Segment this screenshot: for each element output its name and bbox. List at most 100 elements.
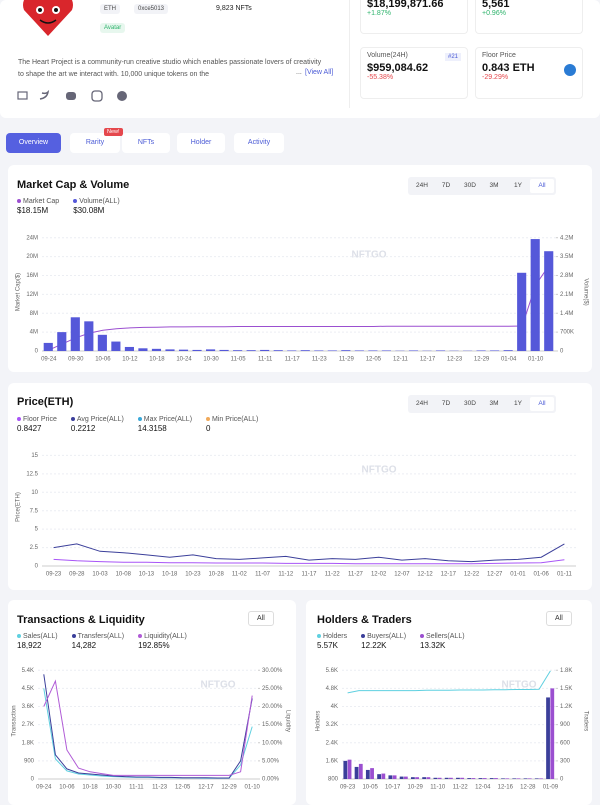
stat-change: +1.87%: [367, 10, 461, 17]
x-tick-label: 11-10: [430, 785, 446, 791]
tick-label: 1.4M: [560, 311, 573, 317]
tick-label: 600: [560, 740, 571, 746]
x-tick-label: 10-29: [408, 785, 424, 791]
y-axis-title: Transaction: [12, 705, 18, 736]
x-tick-label: 12-17: [441, 572, 457, 578]
contract[interactable]: 0xce5013: [134, 4, 168, 14]
bar: [370, 768, 374, 779]
range-button[interactable]: 7D: [434, 179, 458, 193]
range-button[interactable]: 7D: [434, 397, 458, 411]
filter-dropdown[interactable]: All: [248, 611, 274, 626]
x-tick-label: 10-23: [185, 572, 201, 578]
legend-item: Avg Price(ALL)0.2212: [71, 416, 124, 433]
bar: [388, 775, 392, 779]
tick-label: 1.2K: [560, 704, 572, 710]
stat-card: Floor Price 0.843 ETH -29.29%: [475, 47, 583, 99]
tick-label: 1.8K: [560, 668, 572, 674]
stat-change: +0.96%: [482, 10, 576, 17]
tab[interactable]: Overview: [6, 133, 61, 153]
legend-dot: [17, 417, 21, 421]
tab[interactable]: Activity: [234, 133, 284, 153]
range-button[interactable]: 3M: [482, 179, 506, 193]
x-tick-label: 10-30: [203, 357, 219, 363]
bar: [472, 778, 476, 779]
x-tick-label: 10-18: [82, 785, 98, 791]
bar: [494, 778, 498, 779]
legend-value: 14,282: [72, 641, 124, 650]
range-button[interactable]: 24H: [410, 397, 434, 411]
range-button[interactable]: 24H: [410, 179, 434, 193]
legend-item: Buyers(ALL)12.22K: [361, 633, 406, 650]
chart-icon[interactable]: [564, 64, 576, 76]
stat-card: Volume(24H) #21 $959,084.62 -55.38%: [360, 47, 468, 99]
bar: [192, 350, 201, 351]
tick-label: 0: [35, 564, 39, 570]
bar: [426, 777, 430, 779]
x-tick-label: 10-13: [139, 572, 155, 578]
y2-axis-title: Liquidity: [284, 710, 290, 732]
stat-value: 5,561: [482, 0, 576, 10]
tab[interactable]: NFTs: [122, 133, 170, 153]
tick-label: 5.00%: [262, 758, 280, 764]
tab[interactable]: Rarity: [70, 133, 120, 153]
x-tick-label: 01-06: [533, 572, 549, 578]
range-button[interactable]: 30D: [458, 179, 482, 193]
tick-label: 2.1M: [560, 292, 573, 298]
bar: [355, 767, 359, 779]
x-tick-label: 12-23: [447, 357, 463, 363]
x-tick-label: 12-12: [417, 572, 433, 578]
tab[interactable]: Holder: [177, 133, 225, 153]
bar: [125, 347, 134, 351]
y2-axis-title: Volume($): [582, 278, 588, 305]
legend-label: Market Cap: [23, 198, 59, 205]
bar: [404, 777, 408, 779]
tick-label: 15.00%: [262, 722, 283, 728]
view-all[interactable]: [View All]: [305, 69, 333, 76]
x-tick-label: 10-05: [362, 785, 378, 791]
x-tick-label: 09-28: [69, 572, 85, 578]
bar: [152, 349, 161, 351]
range-button[interactable]: 30D: [458, 397, 482, 411]
legend-value: 13.32K: [420, 641, 465, 650]
x-tick-label: 12-17: [420, 357, 436, 363]
range-button[interactable]: 1Y: [506, 179, 530, 193]
filter-dropdown[interactable]: All: [546, 611, 572, 626]
bar: [355, 350, 364, 351]
tick-label: 0: [35, 349, 39, 355]
bar: [381, 774, 385, 779]
x-tick-label: 12-07: [394, 572, 410, 578]
x-tick-label: 10-18: [149, 357, 165, 363]
tick-label: 3.6K: [22, 704, 34, 710]
range-button[interactable]: 3M: [482, 397, 506, 411]
tick-label: 700K: [560, 330, 574, 336]
tick-label: 0.00%: [262, 777, 280, 783]
x-tick-label: 11-29: [339, 357, 355, 363]
watermark: NFTGO: [201, 680, 236, 691]
range-button[interactable]: All: [530, 179, 554, 193]
range-button[interactable]: 1Y: [506, 397, 530, 411]
legend-dot: [71, 417, 75, 421]
bar: [274, 350, 283, 351]
bar: [233, 350, 242, 351]
bar: [287, 350, 296, 351]
tick-label: 25.00%: [262, 686, 283, 692]
tick-label: 10.00%: [262, 740, 283, 746]
legend-item: Volume(ALL)$30.08M: [73, 198, 119, 215]
chart: NFTGO09001.8K2.7K3.6K4.5K5.4K0.00%5.00%1…: [8, 655, 296, 797]
bar: [415, 777, 419, 779]
bar: [400, 777, 404, 779]
legend-label: Holders: [323, 633, 347, 640]
watermark: NFTGO: [352, 250, 387, 261]
range-button[interactable]: All: [530, 397, 554, 411]
legend-label: Volume(ALL): [79, 198, 119, 205]
tick-label: 5.6K: [326, 668, 338, 674]
legend-value: 14.3158: [138, 424, 192, 433]
x-tick-label: 09-23: [46, 572, 62, 578]
tick-label: 4K: [331, 704, 338, 710]
x-tick-label: 12-02: [371, 572, 387, 578]
x-tick-label: 01-01: [510, 572, 526, 578]
